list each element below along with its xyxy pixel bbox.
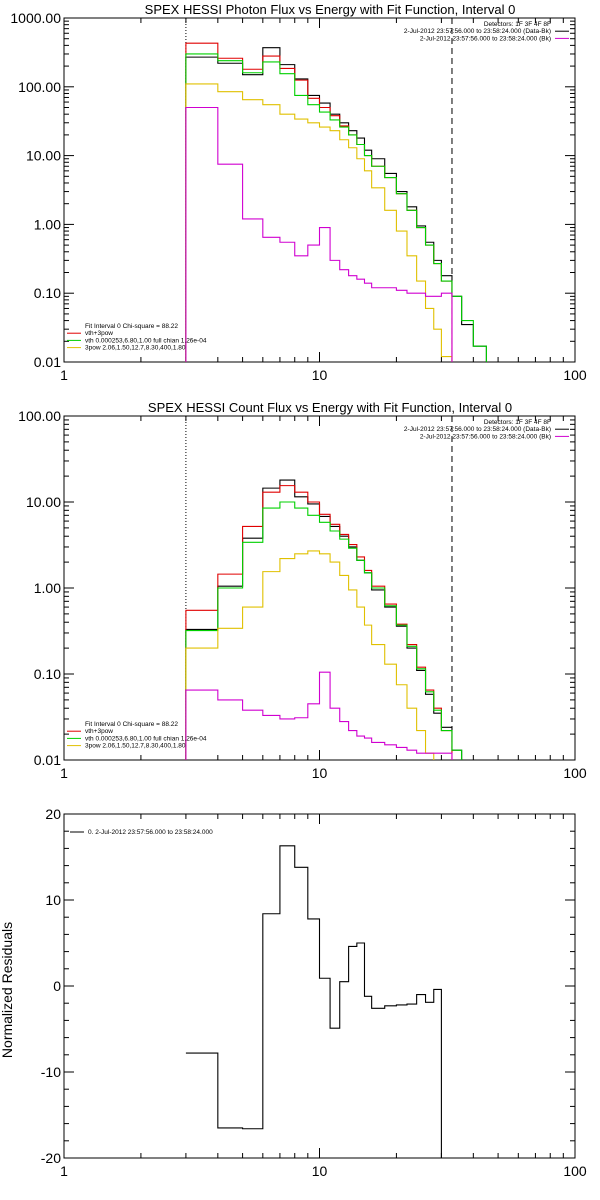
series-magenta-line bbox=[185, 106, 453, 362]
y-tick-label: 0.01 bbox=[34, 752, 61, 768]
plot-frame bbox=[63, 415, 576, 761]
series-red-line bbox=[185, 485, 453, 760]
legend-entry: Detectors: 1F 3F 4F 8F bbox=[484, 21, 551, 28]
y-tick-label: 10 bbox=[45, 892, 61, 908]
legend-entry: Fit Interval 0 Chi-square = 88.22 bbox=[85, 323, 178, 330]
legend-entry: 2-Jul-2012 23:57:56.000 to 23:58:24.000 … bbox=[404, 28, 551, 35]
y-tick-label: 0.10 bbox=[34, 666, 61, 682]
series-green-line bbox=[185, 501, 463, 760]
series-green-line bbox=[185, 53, 487, 362]
y-tick-label: -10 bbox=[41, 1064, 61, 1080]
y-tick-label: 0.10 bbox=[34, 285, 61, 301]
y-tick-label: 1.00 bbox=[34, 216, 61, 232]
legend-entry: 2-Jul-2012 23:57:56.000 to 23:58:24.000 … bbox=[420, 433, 551, 440]
x-tick-label: 100 bbox=[563, 1163, 587, 1179]
plot-frame bbox=[63, 813, 576, 1159]
residuals-panel: Normalized Residuals 1 10 10020100-10-200.… bbox=[0, 806, 587, 1179]
legend-entry: 3pow 2.06,1.50,12.7,8.30,400,1.80 bbox=[85, 743, 186, 750]
legend-entry: 2-Jul-2012 23:57:56.000 to 23:58:24.000 … bbox=[404, 426, 551, 433]
legend-entry: 0. 2-Jul-2012 23:57:56.000 to 23:58:24.0… bbox=[88, 829, 213, 836]
x-tick-label: 1 bbox=[60, 765, 68, 781]
y-tick-label: 1.00 bbox=[34, 580, 61, 596]
legend-entry: vth 0.000253,6.80,1.00 full chian 1.26e-… bbox=[85, 337, 207, 344]
legend-entry: 2-Jul-2012 23:57:56.000 to 23:58:24.000 … bbox=[420, 35, 551, 42]
y-tick-label: 10.00 bbox=[26, 494, 61, 510]
x-tick-label: 100 bbox=[563, 765, 587, 781]
photon-flux-title: SPEX HESSI Photon Flux vs Energy with Fi… bbox=[145, 2, 516, 17]
y-tick-label: 100.00 bbox=[18, 408, 61, 424]
x-tick-label: 10 bbox=[312, 367, 328, 383]
series-red-line bbox=[185, 42, 453, 362]
count-flux-title: SPEX HESSI Count Flux vs Energy with Fit… bbox=[148, 400, 512, 415]
photon-flux-panel: SPEX HESSI Photon Flux vs Energy with Fi… bbox=[10, 2, 587, 383]
x-tick-label: 1 bbox=[60, 1163, 68, 1179]
legend-entry: vth+3pow bbox=[85, 330, 113, 337]
x-tick-label: 10 bbox=[312, 765, 328, 781]
series-magenta-line bbox=[185, 671, 453, 760]
y-tick-label: 1000.00 bbox=[10, 10, 61, 26]
legend-entry: vth 0.000253,6.80,1.00 full chian 1.26e-… bbox=[85, 735, 207, 742]
y-tick-label: -20 bbox=[41, 1150, 61, 1166]
y-tick-label: 100.00 bbox=[18, 79, 61, 95]
x-tick-label: 1 bbox=[60, 367, 68, 383]
x-tick-label: 10 bbox=[312, 1163, 328, 1179]
y-tick-label: 20 bbox=[45, 806, 61, 822]
y-tick-label: 0 bbox=[53, 978, 61, 994]
y-tick-label: 10.00 bbox=[26, 148, 61, 164]
legend-entry: Detectors: 1F 3F 4F 8F bbox=[484, 419, 551, 426]
count-flux-panel: SPEX HESSI Count Flux vs Energy with Fit… bbox=[18, 400, 587, 781]
series-yellow-line bbox=[185, 550, 435, 760]
x-tick-label: 100 bbox=[563, 367, 587, 383]
residuals-ylabel: Normalized Residuals bbox=[0, 922, 15, 1058]
legend-entry: vth+3pow bbox=[85, 728, 113, 735]
plot-frame bbox=[63, 17, 576, 363]
series-yellow-line bbox=[185, 83, 453, 362]
series-black-line bbox=[185, 479, 463, 760]
legend-entry: Fit Interval 0 Chi-square = 88.22 bbox=[85, 721, 178, 728]
legend-entry: 3pow 2.06,1.50,12.7,8.30,400,1.80 bbox=[85, 345, 186, 352]
y-tick-label: 0.01 bbox=[34, 354, 61, 370]
series-black-line bbox=[185, 845, 442, 1158]
